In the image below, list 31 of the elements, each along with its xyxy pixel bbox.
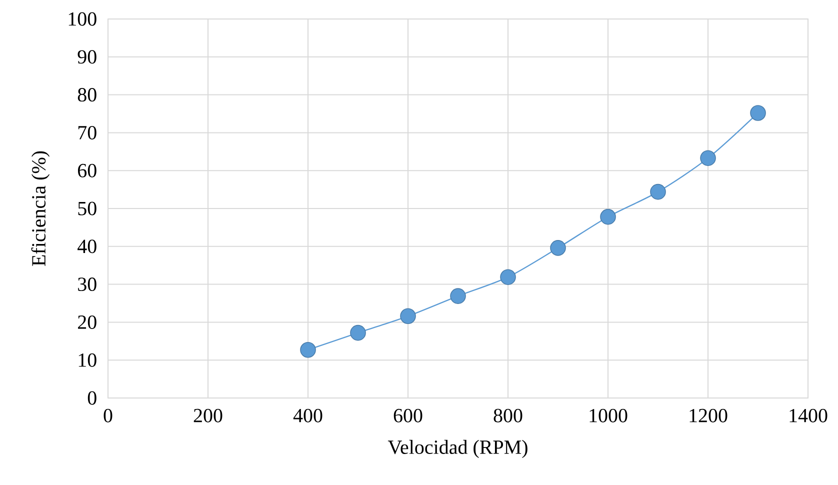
x-tick-label: 400: [293, 408, 322, 422]
x-axis-title: Velocidad (RPM): [388, 440, 528, 458]
x-tick-label: 200: [194, 408, 222, 422]
y-tick-label: 60: [78, 164, 96, 178]
y-tick-label: 10: [78, 353, 96, 367]
point: [600, 208, 616, 225]
x-tick-label: 1400: [790, 408, 828, 422]
y-tick-label: 50: [78, 202, 96, 216]
x-tick-label: 800: [494, 408, 522, 422]
y-tick-label: 30: [78, 278, 96, 292]
y-tick-label: 100: [68, 12, 96, 26]
x-tick-label: 0: [104, 408, 112, 422]
y-tick-label: 20: [78, 315, 96, 329]
point: [500, 269, 516, 285]
point: [550, 240, 566, 256]
x-tick-label: 1200: [690, 408, 728, 422]
point: [300, 342, 316, 358]
point: [750, 105, 766, 121]
point: [650, 184, 666, 200]
point: [450, 288, 466, 304]
y-tick-label: 70: [78, 126, 96, 140]
y-tick-label: 0: [88, 391, 96, 405]
point: [350, 324, 366, 341]
x-tick-label: 1000: [590, 408, 628, 422]
y-tick-label: 80: [78, 88, 96, 102]
point: [400, 308, 416, 324]
y-tick-label: 40: [78, 240, 96, 254]
point: [700, 150, 716, 166]
y-tick-label: 90: [78, 50, 96, 64]
y-axis-title: Eficiencia (%): [31, 151, 50, 266]
x-tick-label: 600: [394, 408, 422, 422]
